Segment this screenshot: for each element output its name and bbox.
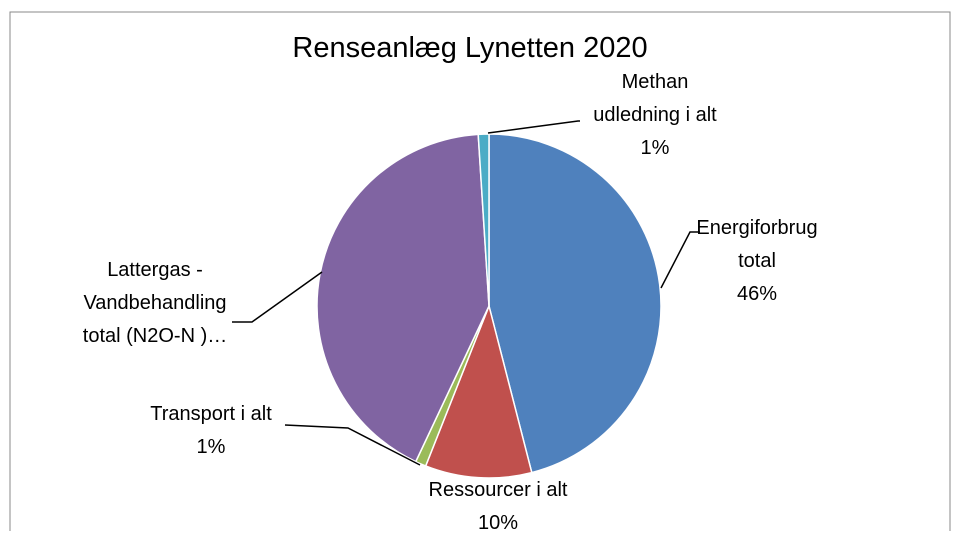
leader-line: [284, 424, 421, 466]
value-label: 1%: [196, 436, 226, 458]
leader-line: [232, 271, 323, 323]
slice-label: Lattergas - Vandbehandling total (N2O-N …: [70, 254, 240, 353]
slice-label: Energiforbrug total 46%: [687, 212, 827, 311]
leader-line: [487, 120, 580, 134]
slice-label: Transport i alt 1%: [126, 398, 296, 464]
category-label: Methan udledning i alt: [593, 71, 717, 126]
chart-frame: [9, 11, 951, 531]
category-label: Energiforbrug total: [696, 217, 818, 272]
category-label: Ressourcer i alt: [428, 479, 568, 501]
pie-slice: [477, 133, 490, 307]
category-label: Lattergas - Vandbehandling total (N2O-N …: [82, 259, 228, 347]
category-label: Transport i alt: [150, 403, 272, 425]
value-label: 46%: [736, 283, 778, 305]
value-label: 1%: [640, 137, 670, 159]
pie-slice: [424, 303, 533, 479]
leader-line: [660, 231, 700, 289]
chart-title: Renseanlæg Lynetten 2020: [292, 32, 648, 64]
value-label: 10%: [477, 512, 519, 534]
slice-label: Ressourcer i alt 10%: [388, 474, 608, 540]
slice-label: Methan udledning i alt 1%: [580, 66, 730, 165]
pie-slice: [488, 133, 662, 474]
